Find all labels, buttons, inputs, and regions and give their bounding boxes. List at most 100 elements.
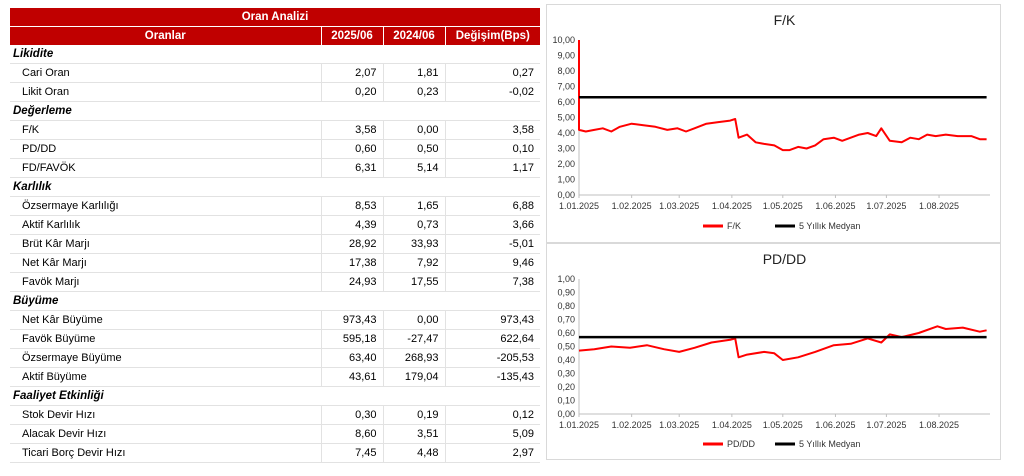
y-tick-label: 0,60 <box>557 328 575 338</box>
change-cell: 1,17 <box>445 158 541 178</box>
table-row: Favök Marjı 24,93 17,55 7,38 <box>10 272 541 292</box>
y-tick-label: 0,10 <box>557 396 575 406</box>
change-cell: 3,58 <box>445 120 541 140</box>
pb-ratio-chart: PD/DD 0,00 0,10 0,20 0,30 0,40 0,50 0,60 0,70 0,8… <box>557 251 990 449</box>
table-row: Ticari Borç Devir Hızı 7,45 4,48 2,97 <box>10 443 541 463</box>
ratio-name-cell: Cari Oran <box>10 63 322 83</box>
change-cell: 0,27 <box>445 63 541 83</box>
value-2025-06-cell: 6,31 <box>321 158 384 178</box>
x-tick-label: 1.07.2025 <box>866 420 906 430</box>
ratio-name-cell: Ticari Borç Devir Hızı <box>10 443 322 463</box>
y-tick-label: 2,00 <box>557 159 575 169</box>
y-tick-label: 4,00 <box>557 128 575 138</box>
x-tick-label: 1.05.2025 <box>763 420 803 430</box>
ratio-table: Oran Analizi Oranlar 2025/06 2024/06 Değ… <box>10 8 541 463</box>
value-2024-06-cell: 33,93 <box>383 234 446 254</box>
ratio-name-cell: PD/DD <box>10 139 322 159</box>
y-tick-label: 8,00 <box>557 66 575 76</box>
change-cell: 0,12 <box>445 405 541 425</box>
value-2025-06-cell: 28,92 <box>321 234 384 254</box>
x-tick-label: 1.02.2025 <box>612 420 652 430</box>
x-tick-label: 1.03.2025 <box>659 420 699 430</box>
y-tick-label: 5,00 <box>557 113 575 123</box>
ratio-name-cell: Favök Marjı <box>10 272 322 292</box>
change-cell: -205,53 <box>445 348 541 368</box>
pe-ratio-chart: F/K 0,00 1,00 2,00 3,00 4,00 5,00 6,00 7,00 8,00 9… <box>552 12 990 231</box>
value-2024-06-cell: 0,23 <box>383 82 446 102</box>
table-body: Likidite Cari Oran 2,07 1,81 0,27 Likit Oran 0… <box>10 45 541 463</box>
y-tick-label: 0,80 <box>557 301 575 311</box>
change-cell: 2,97 <box>445 443 541 463</box>
table-row: Aktif Karlılık 4,39 0,73 3,66 <box>10 215 541 235</box>
change-cell: -5,01 <box>445 234 541 254</box>
change-cell: 9,46 <box>445 253 541 273</box>
value-2024-06-cell: 179,04 <box>383 367 446 387</box>
change-cell: 6,88 <box>445 196 541 216</box>
x-tick-label: 1.01.2025 <box>559 201 599 211</box>
value-2024-06-cell: 268,93 <box>383 348 446 368</box>
ratio-analysis-table: Oran Analizi Oranlar 2025/06 2024/06 Değ… <box>10 8 541 463</box>
y-tick-label: 0,20 <box>557 382 575 392</box>
table-title: Oran Analizi <box>10 8 541 27</box>
section-heading: Likidite <box>10 45 541 64</box>
x-tick-label: 1.06.2025 <box>815 420 855 430</box>
table-row: Favök Büyüme 595,18 -27,47 622,64 <box>10 329 541 349</box>
value-2025-06-cell: 8,60 <box>321 424 384 444</box>
table-row: FD/FAVÖK 6,31 5,14 1,17 <box>10 158 541 178</box>
table-row: Özsermaye Büyüme 63,40 268,93 -205,53 <box>10 348 541 368</box>
value-2025-06-cell: 4,39 <box>321 215 384 235</box>
change-cell: -0,02 <box>445 82 541 102</box>
x-tick-label: 1.04.2025 <box>712 420 752 430</box>
change-cell: 973,43 <box>445 310 541 330</box>
legend-label: 5 Yıllık Medyan <box>799 439 860 449</box>
value-2024-06-cell: 1,65 <box>383 196 446 216</box>
section-heading: Değerleme <box>10 101 541 121</box>
y-tick-label: 0,30 <box>557 369 575 379</box>
value-2024-06-cell: 0,50 <box>383 139 446 159</box>
pb-ratio-chart-panel: PD/DD 0,00 0,10 0,20 0,30 0,40 0,50 0,60 0,70 0,8… <box>546 243 1001 460</box>
change-cell: 3,66 <box>445 215 541 235</box>
x-tick-label: 1.04.2025 <box>712 201 752 211</box>
y-tick-label: 9,00 <box>557 51 575 61</box>
value-2025-06-cell: 24,93 <box>321 272 384 292</box>
value-2025-06-cell: 17,38 <box>321 253 384 273</box>
series-line <box>578 40 987 152</box>
y-tick-label: 0,70 <box>557 315 575 325</box>
value-2024-06-cell: 4,48 <box>383 443 446 463</box>
value-2024-06-cell: 0,19 <box>383 405 446 425</box>
ratio-name-cell: Özsermaye Büyüme <box>10 348 322 368</box>
y-tick-label: 0,50 <box>557 342 575 352</box>
y-tick-label: 7,00 <box>557 82 575 92</box>
y-tick-label: 0,00 <box>557 409 575 419</box>
value-2024-06-cell: 5,14 <box>383 158 446 178</box>
column-header-ratios: Oranlar <box>10 26 322 45</box>
table-row: PD/DD 0,60 0,50 0,10 <box>10 139 541 159</box>
table-row: Özsermaye Karlılığı 8,53 1,65 6,88 <box>10 196 541 216</box>
value-2025-06-cell: 8,53 <box>321 196 384 216</box>
table-row: Stok Devir Hızı 0,30 0,19 0,12 <box>10 405 541 425</box>
x-tick-label: 1.01.2025 <box>559 420 599 430</box>
column-header-change: Değişim(Bps) <box>445 26 541 45</box>
section-row: Büyüme <box>10 291 541 311</box>
change-cell: -135,43 <box>445 367 541 387</box>
column-header-2025-06: 2025/06 <box>321 26 384 45</box>
y-tick-label: 3,00 <box>557 144 575 154</box>
x-tick-label: 1.03.2025 <box>659 201 699 211</box>
value-2024-06-cell: 0,00 <box>383 120 446 140</box>
table-row: Aktif Büyüme 43,61 179,04 -135,43 <box>10 367 541 387</box>
y-tick-label: 1,00 <box>557 175 575 185</box>
y-tick-label: 10,00 <box>552 35 575 45</box>
y-tick-label: 1,00 <box>557 274 575 284</box>
y-tick-label: 6,00 <box>557 97 575 107</box>
table-row: Cari Oran 2,07 1,81 0,27 <box>10 63 541 83</box>
value-2024-06-cell: 17,55 <box>383 272 446 292</box>
section-row: Likidite <box>10 45 541 64</box>
x-tick-label: 1.05.2025 <box>763 201 803 211</box>
change-cell: 0,10 <box>445 139 541 159</box>
ratio-name-cell: Stok Devir Hızı <box>10 405 322 425</box>
value-2024-06-cell: -27,47 <box>383 329 446 349</box>
x-tick-label: 1.02.2025 <box>612 201 652 211</box>
ratio-name-cell: F/K <box>10 120 322 140</box>
column-header-2024-06: 2024/06 <box>383 26 446 45</box>
x-tick-label: 1.08.2025 <box>919 201 959 211</box>
